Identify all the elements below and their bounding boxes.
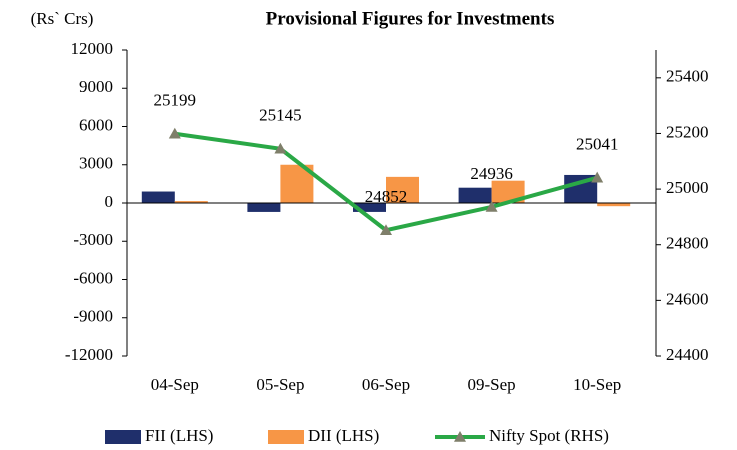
- y-tick-label: -3000: [73, 230, 113, 249]
- legend-swatch: [105, 430, 141, 444]
- data-label: 25199: [154, 91, 197, 110]
- marker: [485, 200, 498, 212]
- y2-tick-label: 25400: [666, 67, 709, 86]
- y2-tick-label: 25000: [666, 178, 709, 197]
- x-tick-label: 06-Sep: [362, 375, 410, 394]
- bar: [141, 191, 175, 203]
- data-label: 25145: [259, 106, 302, 125]
- legend-label: FII (LHS): [145, 426, 213, 445]
- y-axis-label: (Rs` Crs): [31, 9, 94, 28]
- data-label: 24852: [365, 187, 408, 206]
- marker: [274, 142, 287, 154]
- x-tick-label: 10-Sep: [573, 375, 621, 394]
- bar: [386, 176, 419, 203]
- x-tick-label: 04-Sep: [151, 375, 199, 394]
- y2-tick-label: 24800: [666, 234, 709, 253]
- data-label: 24936: [470, 164, 513, 183]
- bar: [247, 203, 281, 212]
- bar: [597, 203, 631, 207]
- y-tick-label: -6000: [73, 268, 113, 287]
- legend-marker: [454, 431, 466, 442]
- chart-title: Provisional Figures for Investments: [266, 8, 555, 29]
- y2-tick-label: 25200: [666, 122, 709, 141]
- legend-label: DII (LHS): [308, 426, 379, 445]
- y-tick-label: 6000: [79, 115, 113, 134]
- data-label: 25041: [576, 135, 619, 154]
- y-tick-label: 12000: [71, 39, 114, 58]
- y-tick-label: 0: [105, 192, 114, 211]
- bar: [491, 180, 525, 203]
- y-tick-label: 3000: [79, 154, 113, 173]
- marker: [168, 127, 181, 139]
- marker: [591, 171, 604, 183]
- bar: [353, 203, 386, 212]
- y-tick-label: -12000: [65, 345, 113, 364]
- bar: [458, 187, 492, 203]
- y-tick-label: -9000: [73, 307, 113, 326]
- legend-label: Nifty Spot (RHS): [489, 426, 609, 445]
- marker: [380, 224, 392, 236]
- y2-tick-label: 24600: [666, 289, 709, 308]
- y-tick-label: 9000: [79, 77, 113, 96]
- x-tick-label: 05-Sep: [256, 375, 304, 394]
- legend-swatch: [268, 430, 304, 444]
- x-tick-label: 09-Sep: [468, 375, 516, 394]
- y2-tick-label: 24400: [666, 345, 709, 364]
- bar: [174, 201, 208, 203]
